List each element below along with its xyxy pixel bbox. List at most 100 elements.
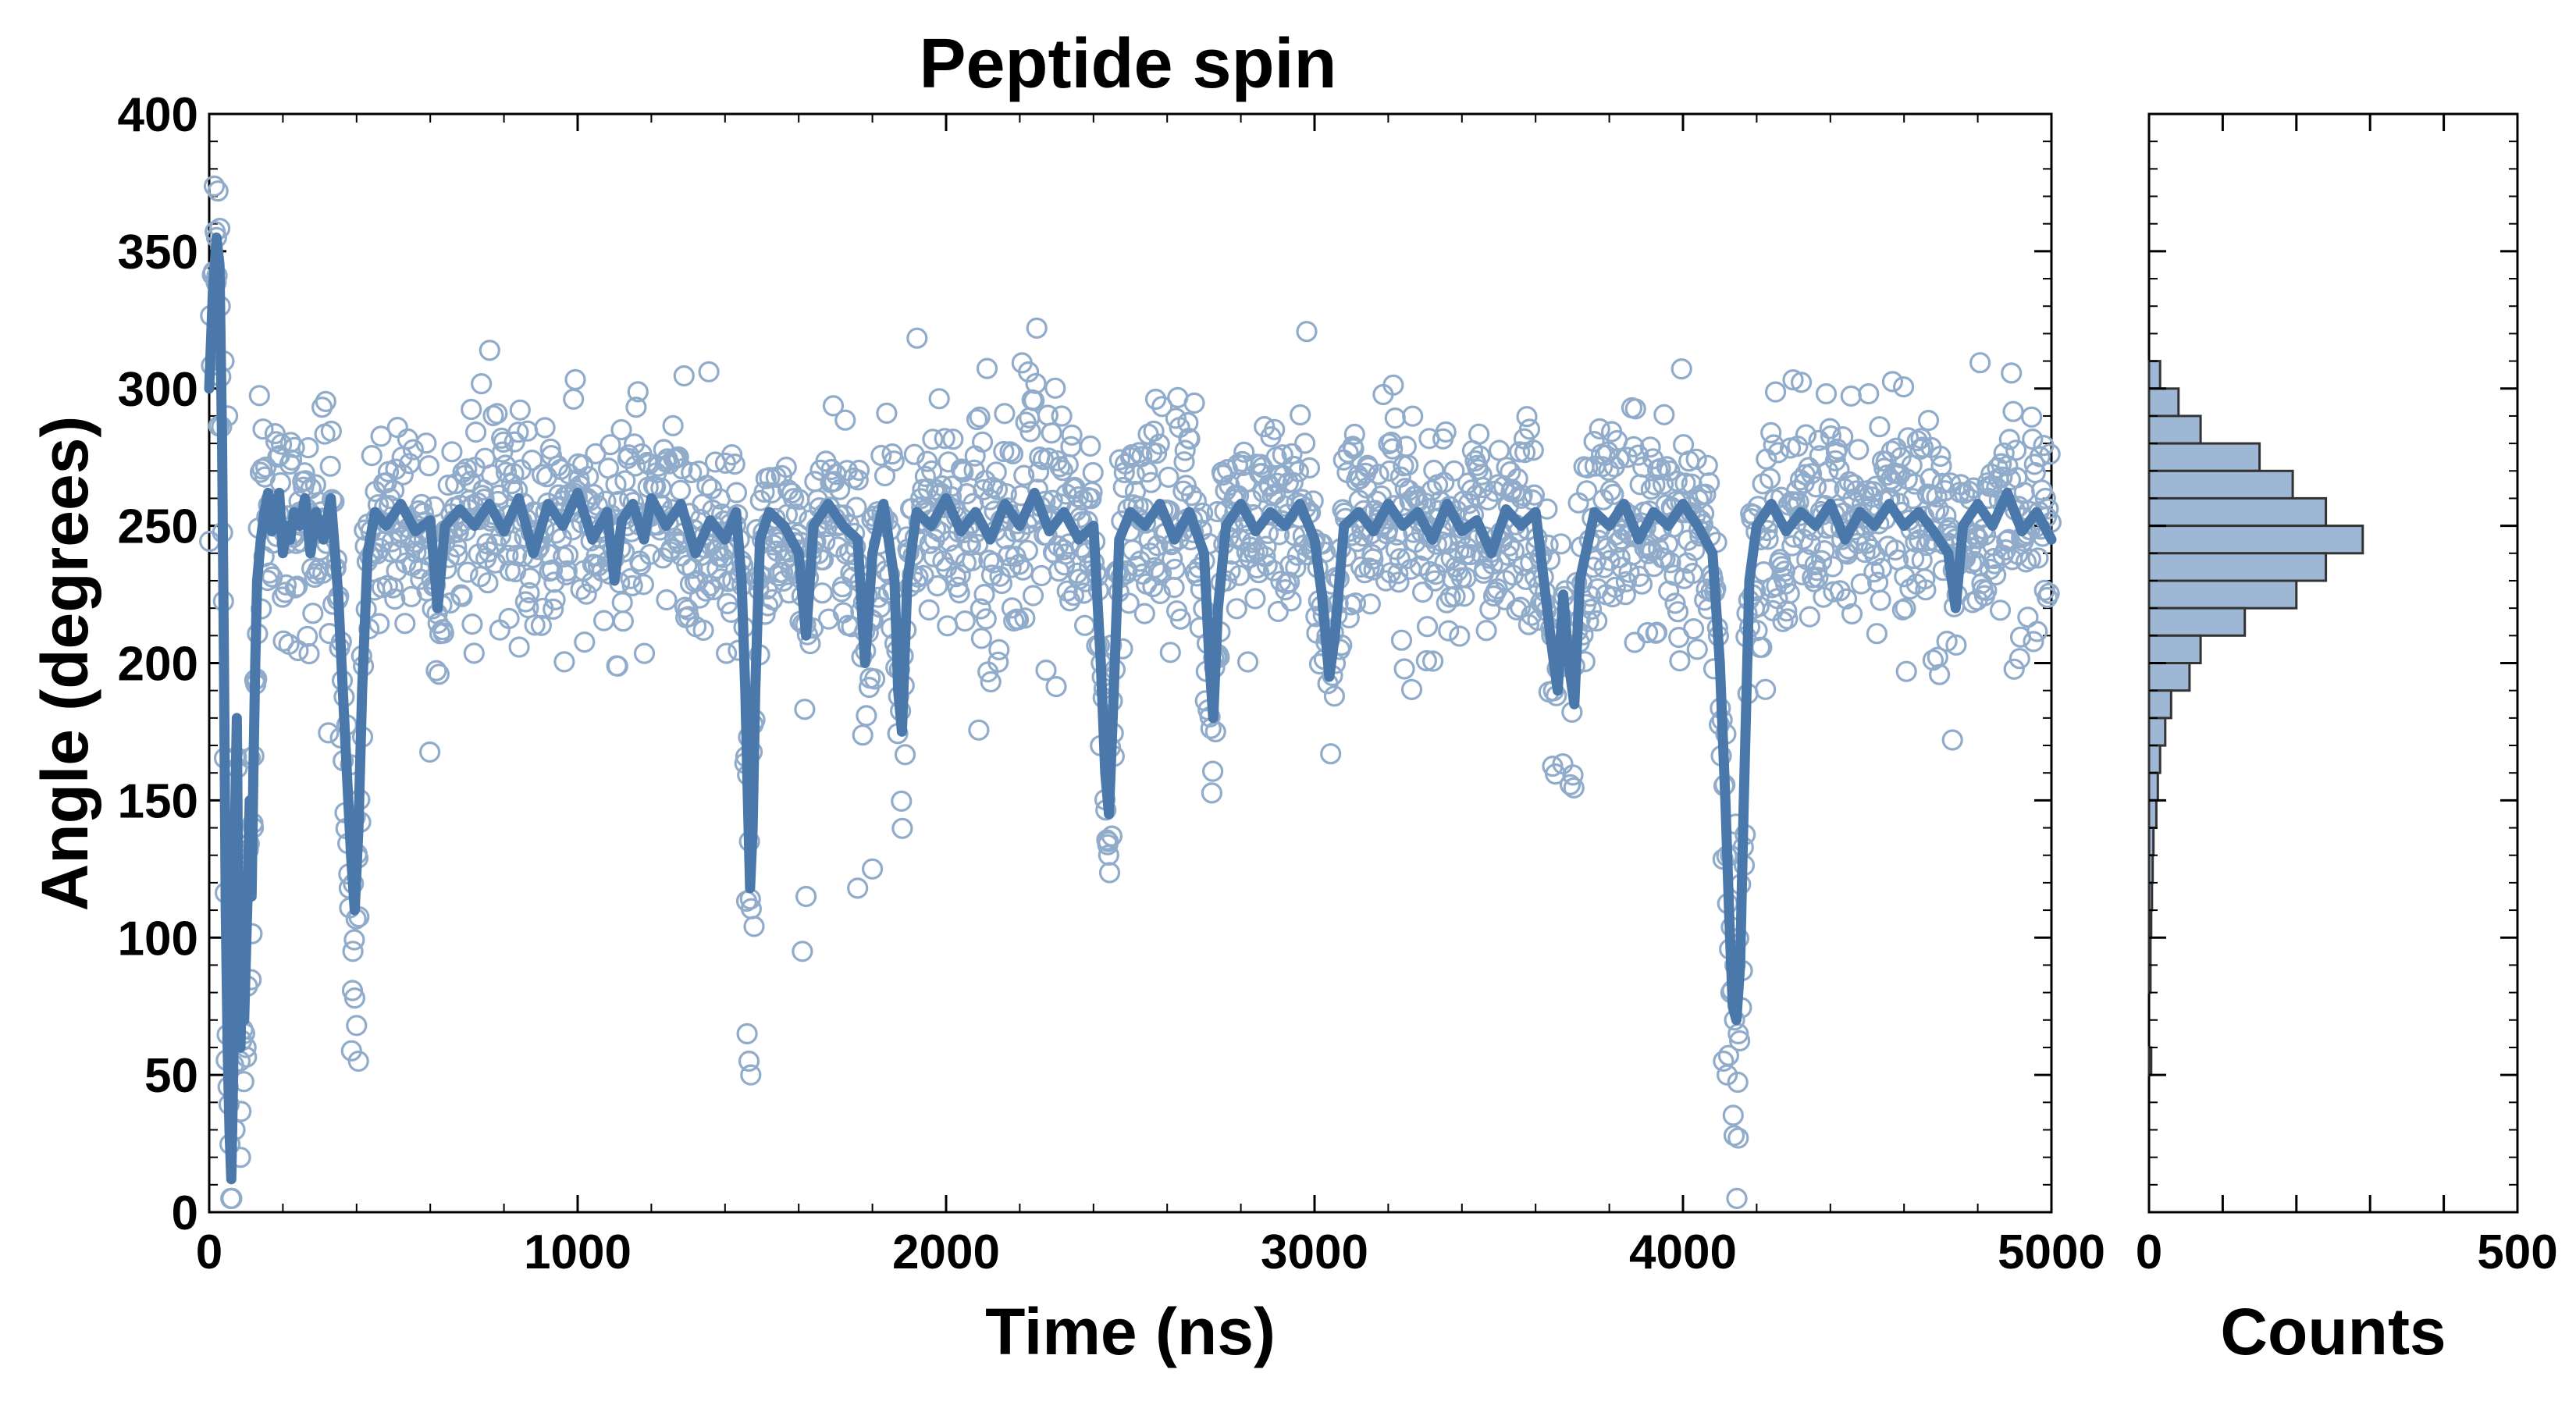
sample-point bbox=[1506, 599, 1528, 621]
sample-point bbox=[461, 398, 482, 421]
sample-point bbox=[743, 916, 765, 937]
sample-point bbox=[1801, 463, 1823, 485]
sample-point bbox=[1795, 424, 1817, 446]
sample-point bbox=[1379, 460, 1400, 482]
sample-point bbox=[1778, 582, 1800, 604]
sample-point bbox=[493, 431, 514, 454]
sample-point bbox=[315, 390, 336, 413]
sample-point bbox=[575, 583, 597, 605]
sample-point bbox=[681, 461, 703, 484]
sample-point bbox=[1282, 471, 1304, 493]
x-axis-label: Time (ns) bbox=[985, 1295, 1276, 1368]
sample-point bbox=[1201, 782, 1223, 804]
sample-point bbox=[1435, 421, 1457, 443]
sample-point bbox=[2027, 547, 2049, 569]
sample-point bbox=[1782, 369, 1804, 391]
sample-point bbox=[612, 610, 635, 632]
sample-point bbox=[1559, 774, 1582, 795]
sample-point bbox=[1112, 476, 1134, 499]
sample-point bbox=[2002, 400, 2024, 422]
sample-point bbox=[1576, 480, 1598, 502]
sample-point bbox=[1019, 421, 1041, 443]
sample-point bbox=[556, 560, 578, 582]
sample-point bbox=[1267, 600, 1290, 623]
sample-point bbox=[1905, 531, 1927, 553]
sample-point bbox=[1164, 558, 1186, 580]
sample-point bbox=[725, 482, 748, 503]
sample-point bbox=[500, 530, 522, 552]
sample-point bbox=[1073, 614, 1096, 636]
sample-point bbox=[457, 561, 479, 583]
sample-point bbox=[1169, 608, 1191, 630]
sample-point bbox=[495, 461, 518, 483]
sample-point bbox=[1363, 559, 1385, 581]
y-tick-label: 200 bbox=[118, 638, 198, 692]
sample-point bbox=[715, 642, 738, 664]
sample-point bbox=[2019, 548, 2041, 570]
sample-point bbox=[611, 592, 633, 614]
sample-point bbox=[252, 418, 274, 440]
sample-point bbox=[267, 446, 289, 468]
sample-point bbox=[1832, 425, 1854, 448]
sample-point bbox=[1045, 675, 1067, 698]
sample-point bbox=[1226, 598, 1247, 620]
sample-point bbox=[1148, 433, 1170, 455]
sample-point bbox=[695, 580, 717, 602]
sample-point bbox=[1041, 422, 1062, 444]
sample-point bbox=[1137, 461, 1158, 483]
sample-point bbox=[297, 436, 319, 459]
sample-point bbox=[1185, 490, 1208, 512]
sample-point bbox=[383, 479, 405, 502]
sample-point bbox=[1475, 620, 1497, 642]
histogram-bar bbox=[2147, 606, 2247, 637]
x-tick-label: 1000 bbox=[524, 1225, 632, 1279]
sample-point bbox=[283, 436, 305, 458]
sample-point bbox=[820, 458, 842, 481]
sample-point bbox=[914, 465, 937, 488]
sample-point bbox=[845, 496, 867, 518]
sample-point bbox=[1805, 476, 1827, 498]
sample-point bbox=[1471, 464, 1493, 486]
sample-point bbox=[987, 651, 1009, 673]
sample-point bbox=[852, 724, 873, 746]
sample-point bbox=[384, 588, 406, 610]
sample-point bbox=[1899, 578, 1921, 600]
sample-point bbox=[1631, 573, 1653, 595]
histogram-bar bbox=[2147, 1046, 2153, 1076]
sample-point bbox=[274, 582, 296, 603]
sample-point bbox=[1589, 418, 1610, 440]
sample-point bbox=[894, 744, 916, 766]
sample-point bbox=[1799, 606, 1820, 628]
sample-point bbox=[1729, 1030, 1751, 1052]
sample-point bbox=[1281, 443, 1303, 464]
sample-point bbox=[1343, 423, 1365, 446]
sample-point bbox=[1212, 464, 1234, 486]
y-tick-label: 300 bbox=[118, 363, 198, 417]
sample-point bbox=[1002, 443, 1024, 465]
sample-point bbox=[1615, 571, 1637, 592]
y-tick-label: 100 bbox=[118, 912, 198, 966]
sample-point bbox=[1920, 468, 1941, 489]
sample-point bbox=[1293, 432, 1316, 454]
sample-point bbox=[1803, 571, 1825, 592]
sample-point bbox=[656, 589, 678, 611]
sample-point bbox=[1818, 478, 1840, 500]
sample-point bbox=[1656, 456, 1678, 478]
sample-point bbox=[1989, 599, 2012, 621]
sample-point bbox=[1653, 404, 1675, 425]
sample-point bbox=[1666, 470, 1688, 493]
sample-point bbox=[441, 441, 463, 463]
sample-point bbox=[610, 418, 632, 441]
histogram-bar bbox=[2147, 360, 2161, 390]
histogram-bar bbox=[2147, 552, 2328, 582]
sample-point bbox=[662, 414, 684, 437]
sample-point bbox=[1144, 557, 1165, 579]
sample-point bbox=[592, 610, 615, 631]
sample-point bbox=[937, 615, 959, 637]
x-tick-label: 2000 bbox=[892, 1225, 1000, 1279]
sample-point bbox=[1416, 616, 1439, 638]
sample-point bbox=[891, 817, 913, 839]
sample-point bbox=[1870, 557, 1892, 579]
sample-point bbox=[1669, 649, 1691, 672]
sample-point bbox=[1906, 430, 1928, 452]
